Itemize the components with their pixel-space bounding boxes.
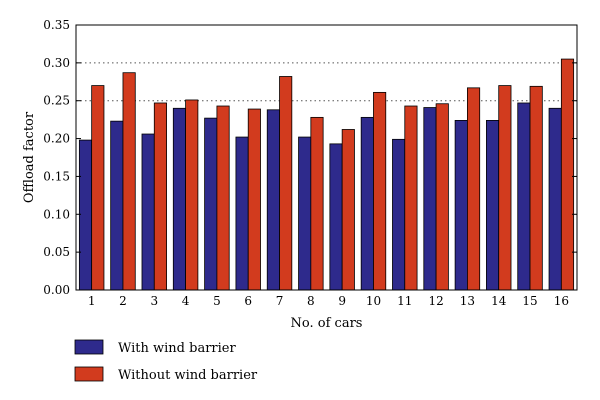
bar-without-8 [310, 116, 324, 291]
bar-without-16 [560, 58, 575, 291]
y-tick-label: 0.05 [43, 245, 70, 259]
y-tick-label: 0.20 [43, 132, 70, 146]
y-tick-label: 0.00 [43, 283, 70, 297]
legend: With wind barrier Without wind barrier [74, 339, 258, 383]
bar-without-15 [529, 85, 543, 291]
x-tick-label: 1 [88, 294, 96, 308]
bar-with-13 [454, 120, 468, 291]
x-axis: 1 2 3 4 5 6 7 8 9 10 11 12 13 14 15 16 [88, 294, 569, 308]
bar-without-4 [185, 99, 199, 291]
bar-without-1 [91, 85, 105, 291]
bar-without-10 [373, 91, 387, 291]
x-tick-label: 4 [182, 294, 190, 308]
x-axis-title: No. of cars [291, 316, 363, 331]
bar-with-14 [486, 120, 500, 291]
bar-with-9 [329, 143, 343, 291]
x-tick-label: 11 [397, 294, 412, 308]
bar-without-12 [435, 103, 449, 291]
x-tick-label: 8 [307, 294, 315, 308]
x-tick-label: 7 [276, 294, 284, 308]
bar-without-7 [279, 76, 293, 291]
x-tick-label: 10 [366, 294, 381, 308]
y-tick-label: 0.10 [43, 207, 70, 221]
y-tick-label: 0.25 [43, 94, 70, 108]
bar-without-5 [216, 105, 230, 291]
bar-with-16 [548, 107, 562, 291]
bar-without-14 [498, 85, 512, 291]
bar-with-8 [298, 136, 312, 291]
bar-without-11 [404, 105, 418, 291]
legend-label-without: Without wind barrier [118, 368, 258, 383]
bar-without-3 [153, 102, 167, 291]
legend-swatch-without [74, 366, 104, 382]
bar-with-2 [110, 120, 124, 291]
x-tick-label: 3 [150, 294, 158, 308]
x-tick-label: 15 [522, 294, 537, 308]
x-tick-label: 16 [554, 294, 569, 308]
x-tick-label: 13 [460, 294, 475, 308]
x-tick-label: 2 [119, 294, 127, 308]
bar-with-4 [172, 107, 186, 291]
x-tick-label: 6 [244, 294, 252, 308]
x-tick-label: 5 [213, 294, 221, 308]
bar-with-11 [392, 138, 406, 291]
bar-without-9 [341, 129, 355, 291]
bar-with-15 [517, 102, 531, 291]
bar-without-2 [122, 72, 136, 291]
bar-with-1 [78, 139, 93, 291]
y-tick-label: 0.15 [43, 169, 70, 183]
x-tick-label: 14 [491, 294, 507, 308]
y-axis: 0.00 0.05 0.10 0.15 0.20 0.25 0.30 0.35 [43, 18, 577, 297]
y-tick-label: 0.30 [43, 56, 70, 70]
bar-with-5 [204, 117, 218, 291]
bar-with-7 [266, 109, 280, 291]
bar-without-6 [247, 108, 261, 291]
bars [78, 58, 575, 291]
y-axis-title: Offload factor [22, 111, 37, 203]
legend-label-with: With wind barrier [118, 341, 236, 356]
bar-with-6 [235, 136, 249, 291]
bar-with-12 [423, 107, 437, 291]
x-tick-label: 12 [428, 294, 443, 308]
bar-with-3 [141, 133, 155, 291]
legend-swatch-with [74, 339, 104, 355]
y-tick-label: 0.35 [43, 18, 70, 32]
bar-with-10 [360, 116, 374, 291]
x-tick-label: 9 [338, 294, 346, 308]
plot-frame [75, 24, 578, 291]
bar-without-13 [467, 87, 481, 291]
